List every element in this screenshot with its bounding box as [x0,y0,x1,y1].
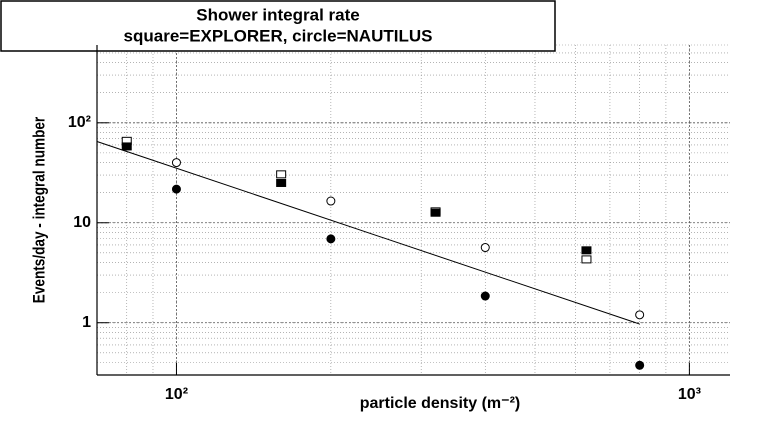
chart-subtitle: square=EXPLORER, circle=NAUTILUS [124,26,433,45]
y-tick-label: 10² [68,114,91,131]
square-marker [581,255,592,264]
circle-marker [326,196,336,206]
square-marker [581,246,592,255]
circle-marker [480,291,490,301]
title-box [0,0,556,52]
square-marker [121,142,132,151]
marks [96,136,645,370]
square-marker [276,170,287,179]
y-tick-label: 1 [82,314,91,331]
fit-line [96,141,640,325]
x-axis-label: particle density (m⁻²) [360,395,520,412]
circle-marker [480,243,490,253]
square-marker [430,208,441,217]
circle-marker [171,184,181,194]
chart-title: Shower integral rate [196,5,359,24]
y-tick-label: 10 [73,214,91,231]
circle-marker [635,360,645,370]
circle-marker [326,234,336,244]
x-tick-label: 10² [165,386,188,403]
square-marker [276,178,287,187]
y-axis-label: Events/day - integral number [30,117,49,303]
x-tick-label: 10³ [678,386,701,403]
circle-marker [635,310,645,320]
circle-marker [171,158,181,168]
